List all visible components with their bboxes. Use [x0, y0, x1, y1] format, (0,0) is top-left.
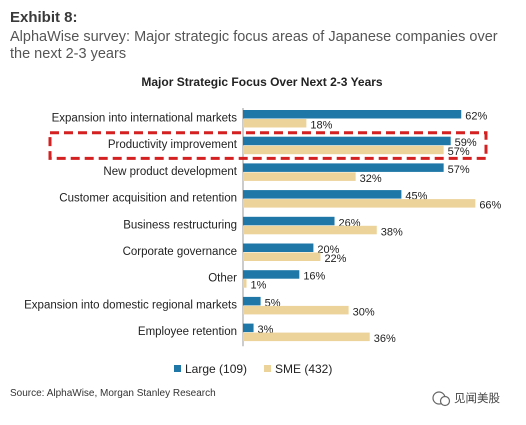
source-note: Source: AlphaWise, Morgan Stanley Resear… — [10, 388, 216, 399]
watermark-text: 见闻美股 — [454, 391, 500, 405]
data-label: 1% — [251, 280, 267, 292]
exhibit-label: Exhibit 8: — [10, 9, 78, 26]
bar-large — [243, 296, 261, 306]
legend-swatch-sme — [264, 365, 271, 372]
legend-swatch-large — [174, 365, 181, 372]
category-label: Employee retention — [138, 326, 237, 338]
category-label: New product development — [103, 166, 237, 178]
bar-large — [243, 110, 462, 119]
bar-sme — [243, 172, 356, 181]
data-label: 59% — [455, 137, 477, 149]
bar-sme — [243, 305, 349, 315]
category-label: Expansion into international markets — [52, 113, 238, 125]
bar-large — [243, 270, 300, 279]
category-label: Corporate governance — [123, 246, 237, 258]
legend: Large (109) SME (432) — [174, 362, 332, 376]
bar-sme — [243, 145, 444, 155]
bar-sme — [243, 332, 370, 342]
data-label: 32% — [360, 173, 382, 185]
bar-large — [243, 190, 402, 199]
category-label: Expansion into domestic regional markets — [24, 299, 237, 311]
chart-title: Major Strategic Focus Over Next 2-3 Year… — [141, 75, 383, 89]
category-label: Productivity improvement — [108, 139, 238, 151]
bar-large — [243, 216, 335, 226]
category-label: Business restructuring — [123, 219, 237, 231]
category-label: Customer acquisition and retention — [59, 193, 237, 205]
bar-sme — [243, 252, 321, 261]
data-label: 16% — [303, 271, 325, 283]
data-label: 38% — [381, 226, 403, 238]
bar-sme — [243, 279, 247, 288]
data-label: 57% — [448, 146, 470, 158]
legend-label-sme: SME (432) — [275, 362, 332, 376]
bar-sme — [243, 225, 377, 235]
data-label: 36% — [374, 333, 396, 345]
wechat-icon-inner — [439, 395, 451, 407]
data-label: 18% — [310, 120, 332, 132]
bar-large — [243, 136, 451, 146]
data-label: 20% — [317, 244, 339, 256]
data-label: 57% — [448, 164, 470, 176]
bars-group: Expansion into international markets 62% 1… — [24, 108, 502, 347]
bar-large — [243, 163, 444, 172]
watermark: 见闻美股 — [432, 391, 500, 407]
data-label: 66% — [479, 200, 501, 212]
category-label: Other — [208, 273, 237, 285]
legend-label-large: Large (109) — [185, 362, 247, 376]
data-label: 22% — [324, 253, 346, 265]
bar-large — [243, 323, 254, 333]
data-label: 62% — [465, 111, 487, 123]
bar-sme — [243, 199, 476, 208]
data-label: 30% — [353, 306, 375, 318]
highlight-box — [48, 131, 488, 160]
bar-large — [243, 243, 314, 252]
exhibit-subtitle: AlphaWise survey: Major strategic focus … — [10, 29, 498, 62]
bar-sme — [243, 119, 307, 128]
